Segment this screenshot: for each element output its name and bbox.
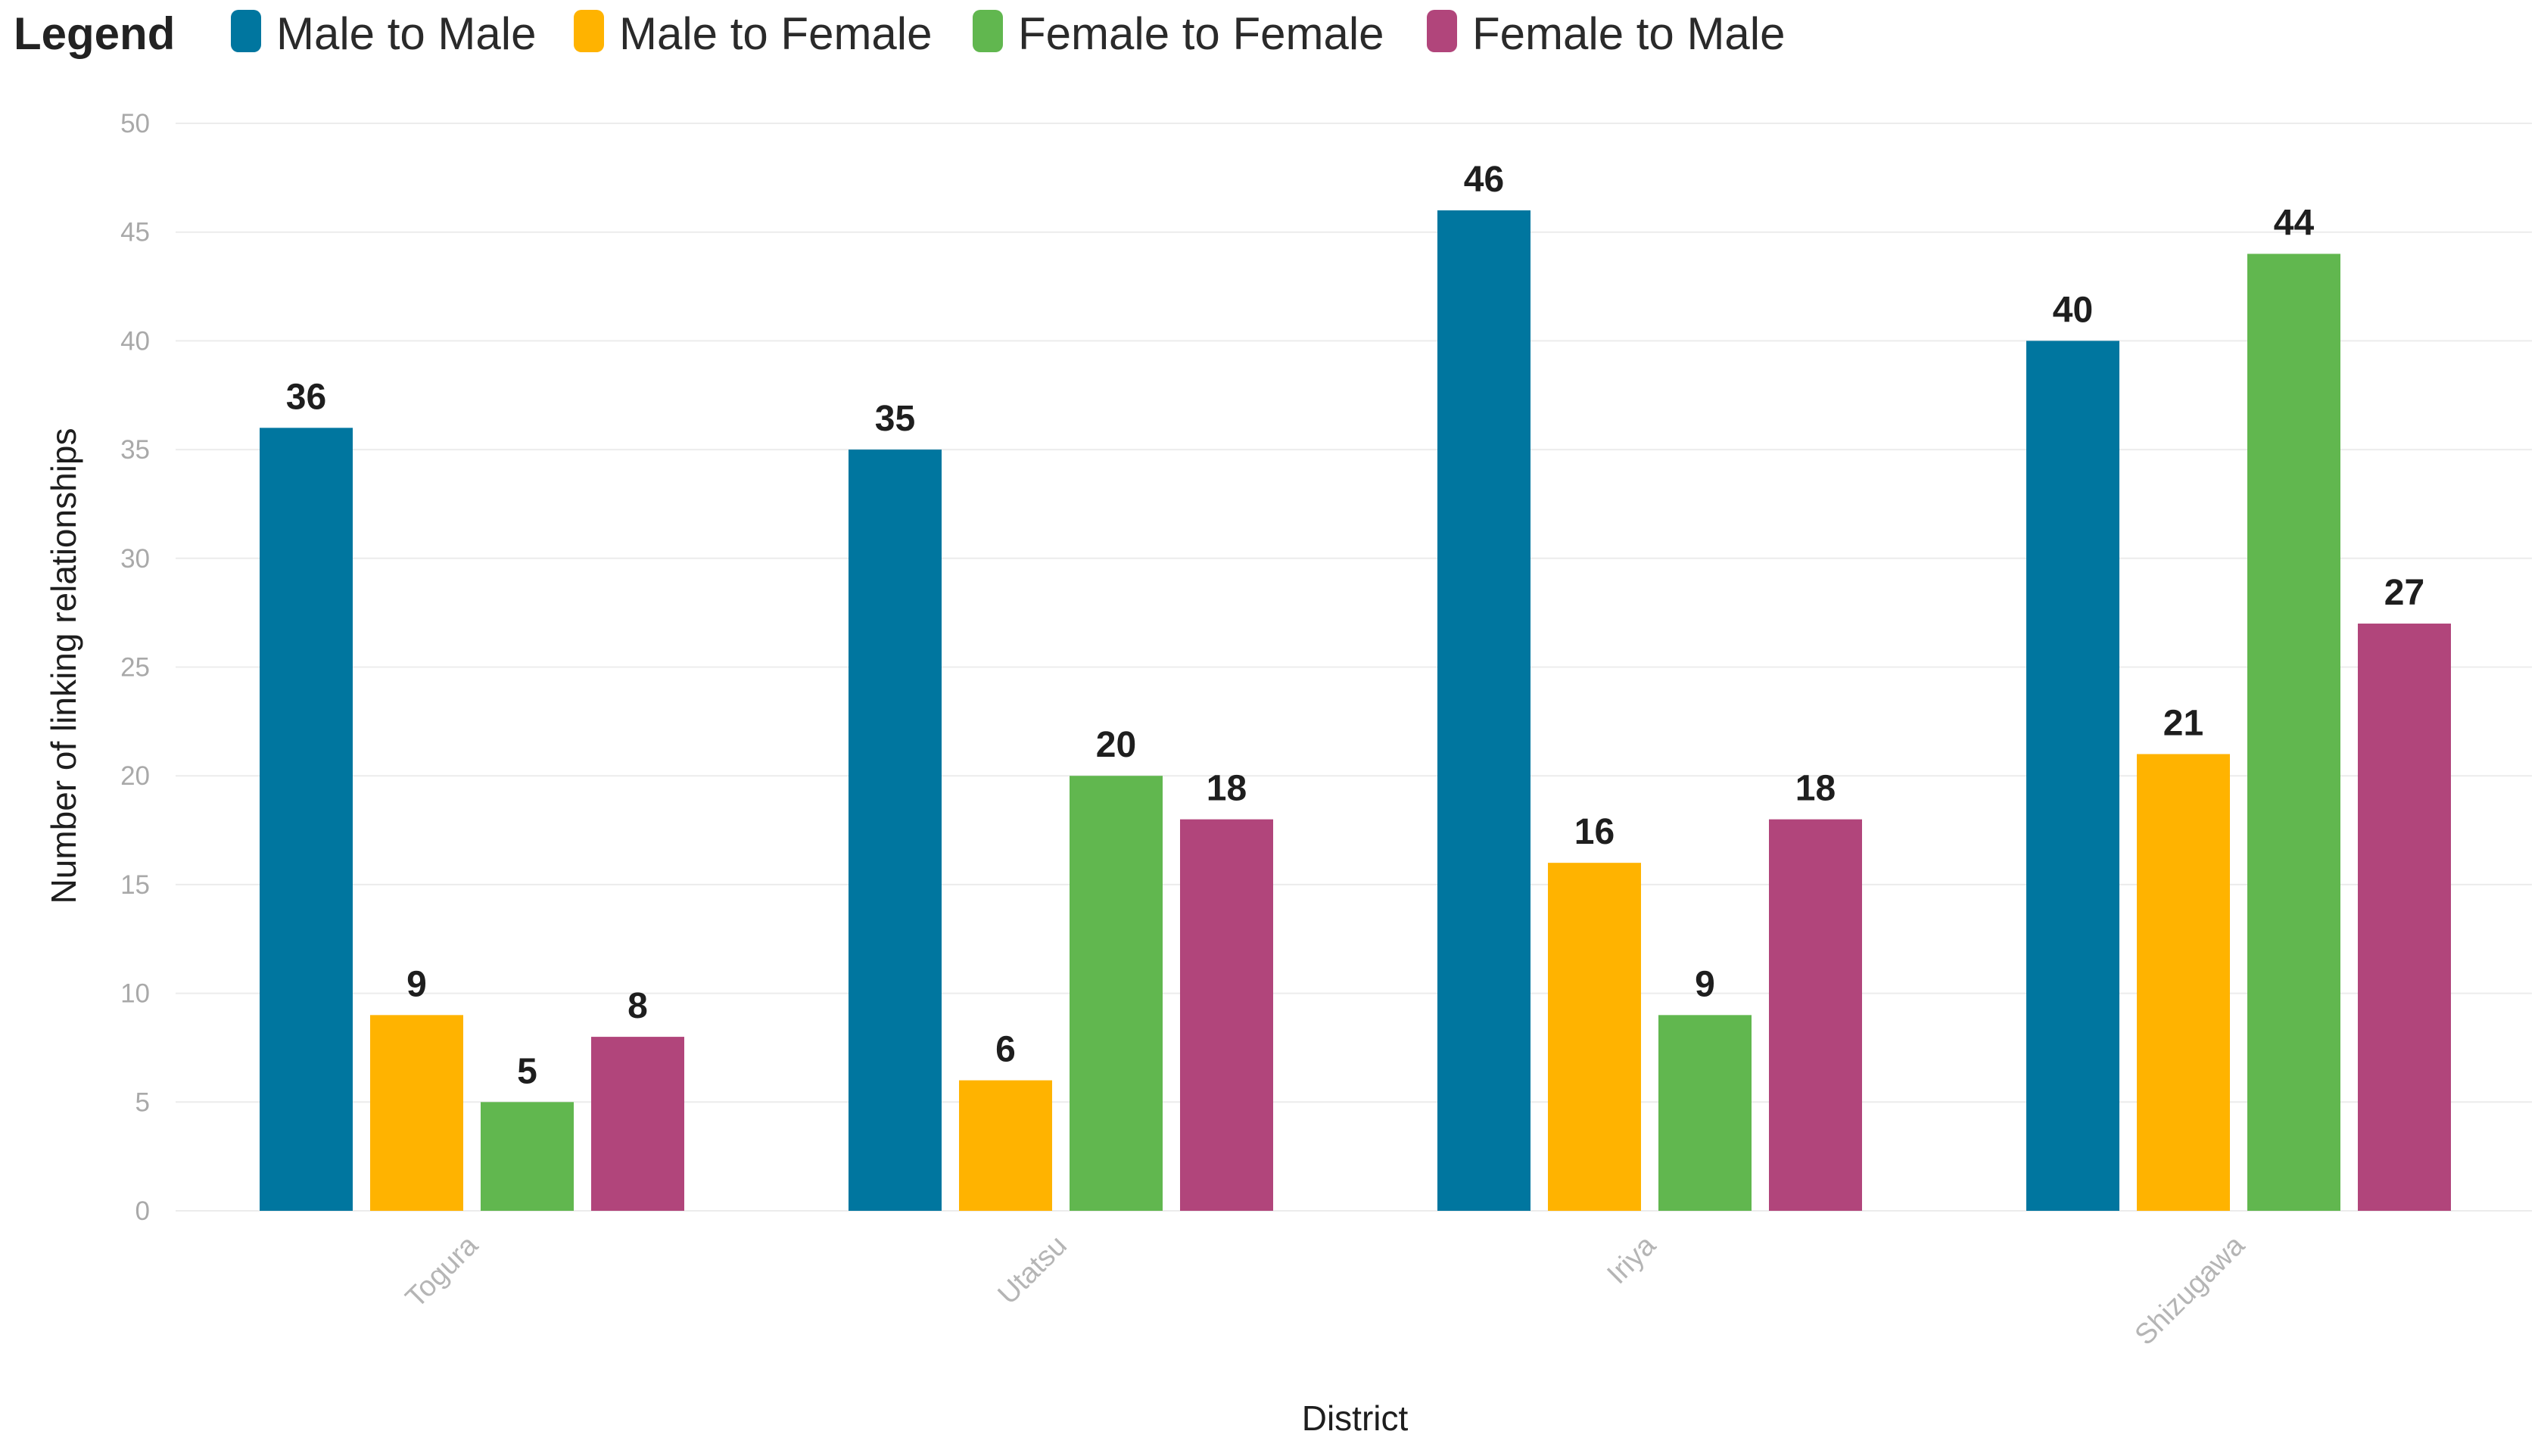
x-tick-label: Iriya <box>1601 1229 1662 1290</box>
y-tick-label: 25 <box>120 653 150 683</box>
y-tick-label: 5 <box>135 1087 150 1117</box>
data-label: 18 <box>1795 769 1836 809</box>
legend-label-male-to-male: Male to Male <box>276 8 536 59</box>
data-label: 16 <box>1574 812 1615 852</box>
data-label: 21 <box>2163 703 2203 743</box>
y-axis-ticks: 0 5 10 15 20 25 30 35 40 45 50 <box>120 109 150 1226</box>
data-label: 9 <box>406 964 427 1004</box>
bar-male-to-male-utatsu <box>849 450 942 1211</box>
x-tick-label: Shizugawa <box>2129 1229 2252 1352</box>
bar-male-to-female-shizugawa <box>2137 754 2230 1211</box>
data-label: 36 <box>286 377 326 417</box>
bars <box>260 210 2451 1212</box>
x-tick-label: Togura <box>400 1229 484 1314</box>
bar-female-to-female-togura <box>481 1102 574 1211</box>
bar-male-to-female-iriya <box>1548 863 1641 1211</box>
y-tick-label: 30 <box>120 544 150 574</box>
y-tick-label: 40 <box>120 326 150 356</box>
legend-swatch-male-to-female <box>574 10 604 52</box>
legend-label-male-to-female: Male to Female <box>619 8 933 59</box>
legend-swatch-female-to-male <box>1427 10 1457 52</box>
bar-female-to-male-shizugawa <box>2358 624 2451 1211</box>
legend-swatch-female-to-female <box>973 10 1003 52</box>
data-label: 35 <box>875 399 915 439</box>
data-label: 44 <box>2274 203 2315 243</box>
y-tick-label: 15 <box>120 870 150 900</box>
y-tick-label: 20 <box>120 761 150 791</box>
legend: Legend Male to Male Male to Female Female … <box>14 8 1786 59</box>
legend-swatch-male-to-male <box>231 10 261 52</box>
y-tick-label: 35 <box>120 435 150 465</box>
legend-label-female-to-female: Female to Female <box>1018 8 1384 59</box>
y-tick-label: 50 <box>120 109 150 138</box>
data-labels: 36 9 5 8 35 6 20 18 46 16 9 18 40 21 44 27 <box>286 160 2424 1091</box>
bar-female-to-female-shizugawa <box>2247 254 2340 1212</box>
data-label: 5 <box>517 1051 537 1091</box>
bar-female-to-male-iriya <box>1769 819 1862 1211</box>
bar-male-to-female-togura <box>370 1015 463 1211</box>
data-label: 9 <box>1695 964 1715 1004</box>
x-axis-label: District <box>1302 1398 1409 1438</box>
bar-female-to-male-togura <box>591 1037 684 1211</box>
data-label: 46 <box>1464 160 1504 200</box>
data-label: 8 <box>627 986 648 1026</box>
y-axis-label: Number of linking relationships <box>44 428 83 904</box>
data-label: 27 <box>2384 573 2424 613</box>
legend-label-female-to-male: Female to Male <box>1472 8 1786 59</box>
x-tick-label: Utatsu <box>992 1230 1073 1311</box>
y-tick-label: 0 <box>135 1196 150 1226</box>
bar-male-to-female-utatsu <box>959 1080 1052 1211</box>
data-label: 6 <box>995 1030 1016 1070</box>
bar-male-to-male-togura <box>260 428 353 1211</box>
legend-title: Legend <box>14 8 175 59</box>
bar-female-to-female-utatsu <box>1070 776 1163 1211</box>
x-axis-ticks: Togura Utatsu Iriya Shizugawa <box>400 1229 2251 1352</box>
data-label: 20 <box>1096 725 1136 765</box>
y-tick-label: 10 <box>120 979 150 1009</box>
data-label: 40 <box>2053 290 2093 330</box>
bar-female-to-female-iriya <box>1658 1015 1752 1211</box>
y-tick-label: 45 <box>120 218 150 247</box>
bar-male-to-male-shizugawa <box>2026 341 2119 1211</box>
bar-female-to-male-utatsu <box>1180 819 1273 1211</box>
data-label: 18 <box>1207 769 1247 809</box>
bar-male-to-male-iriya <box>1437 210 1531 1212</box>
